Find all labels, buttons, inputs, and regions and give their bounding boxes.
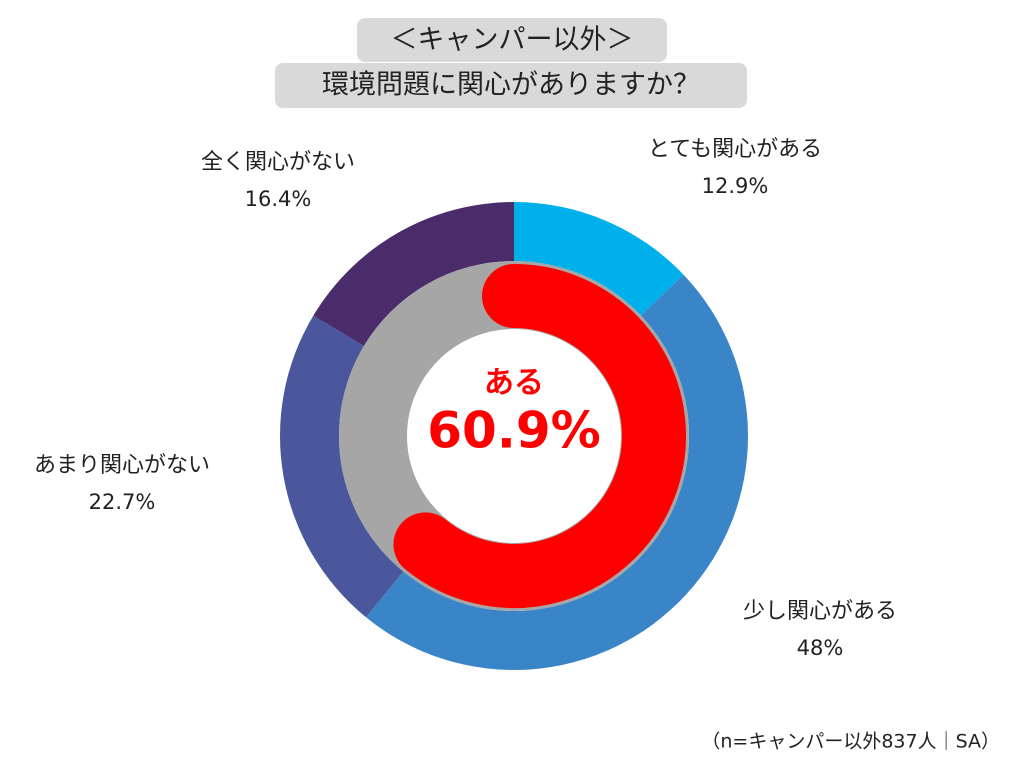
value-label: 22.7%: [89, 490, 156, 514]
value-label: 16.4%: [245, 187, 312, 211]
title-box: [357, 18, 667, 62]
value-label: 12.9%: [702, 174, 769, 198]
category-label: 少し関心がある: [743, 599, 897, 624]
category-label: とても関心がある: [648, 137, 822, 162]
donut-segment: [365, 274, 749, 671]
donut-segment: [514, 202, 684, 316]
title-box: [275, 63, 747, 108]
chart-title: ＜キャンパー以外＞: [391, 25, 634, 56]
value-label: 48%: [797, 636, 844, 660]
category-label: あまり関心がない: [34, 453, 210, 478]
donut-segment: [313, 202, 514, 346]
center-value: 60.9%: [427, 402, 600, 460]
category-label: 全く関心がない: [201, 150, 355, 175]
donut-segment: [280, 315, 404, 618]
gauge-arc: [393, 264, 686, 608]
chart-title: 環境問題に関心がありますか？: [322, 70, 700, 101]
center-label: ある: [484, 366, 544, 401]
note: （n=キャンパー以外837人｜SA）: [701, 731, 1000, 753]
